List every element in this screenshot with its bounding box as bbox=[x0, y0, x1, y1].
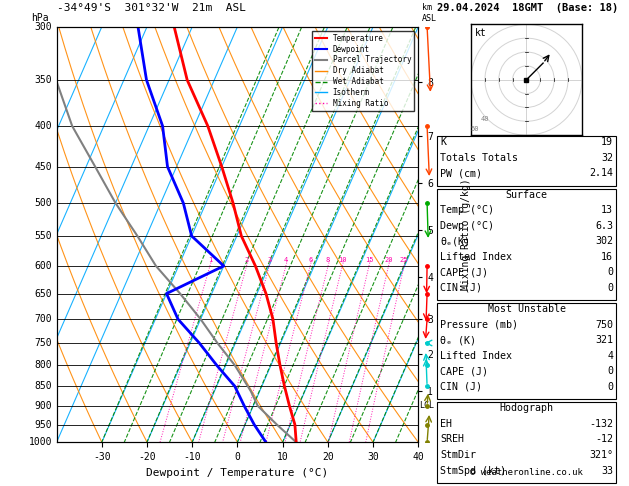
Text: SREH: SREH bbox=[440, 434, 464, 445]
Text: 25: 25 bbox=[400, 258, 408, 263]
Text: 750: 750 bbox=[35, 338, 52, 348]
Text: km
ASL: km ASL bbox=[422, 3, 437, 22]
Text: 4: 4 bbox=[607, 351, 613, 361]
Y-axis label: Mixing Ratio (g/kg): Mixing Ratio (g/kg) bbox=[461, 179, 471, 290]
Text: 1: 1 bbox=[208, 258, 212, 263]
Text: 29.04.2024  18GMT  (Base: 18): 29.04.2024 18GMT (Base: 18) bbox=[437, 2, 618, 13]
Text: Pressure (mb): Pressure (mb) bbox=[440, 320, 518, 330]
Text: θₑ (K): θₑ (K) bbox=[440, 335, 476, 346]
Text: StmDir: StmDir bbox=[440, 450, 476, 460]
Text: EH: EH bbox=[440, 419, 452, 429]
Text: 6: 6 bbox=[308, 258, 313, 263]
Text: 13: 13 bbox=[601, 205, 613, 215]
Text: 400: 400 bbox=[35, 121, 52, 131]
Text: 321°: 321° bbox=[589, 450, 613, 460]
Text: 16: 16 bbox=[601, 252, 613, 262]
Text: Dewp (°C): Dewp (°C) bbox=[440, 221, 494, 231]
Text: 550: 550 bbox=[35, 231, 52, 241]
Text: 321: 321 bbox=[595, 335, 613, 346]
Text: 700: 700 bbox=[35, 314, 52, 324]
Text: LCL: LCL bbox=[419, 401, 434, 410]
Text: -132: -132 bbox=[589, 419, 613, 429]
Text: 4: 4 bbox=[284, 258, 288, 263]
Text: 32: 32 bbox=[601, 153, 613, 163]
Text: 600: 600 bbox=[35, 261, 52, 271]
Text: 3: 3 bbox=[267, 258, 271, 263]
Text: 850: 850 bbox=[35, 381, 52, 391]
Text: 302: 302 bbox=[595, 236, 613, 246]
Text: 50: 50 bbox=[470, 126, 479, 132]
Text: 8: 8 bbox=[326, 258, 330, 263]
Text: θₑ(K): θₑ(K) bbox=[440, 236, 470, 246]
Text: 6.3: 6.3 bbox=[595, 221, 613, 231]
Text: CIN (J): CIN (J) bbox=[440, 382, 482, 392]
Text: 0: 0 bbox=[607, 267, 613, 278]
Text: Temp (°C): Temp (°C) bbox=[440, 205, 494, 215]
Text: CAPE (J): CAPE (J) bbox=[440, 267, 488, 278]
Text: 33: 33 bbox=[601, 466, 613, 476]
Text: © weatheronline.co.uk: © weatheronline.co.uk bbox=[470, 468, 583, 477]
Text: 2: 2 bbox=[245, 258, 248, 263]
Legend: Temperature, Dewpoint, Parcel Trajectory, Dry Adiabat, Wet Adiabat, Isotherm, Mi: Temperature, Dewpoint, Parcel Trajectory… bbox=[312, 31, 415, 111]
Text: 950: 950 bbox=[35, 419, 52, 430]
Text: 20: 20 bbox=[384, 258, 392, 263]
Text: 10: 10 bbox=[338, 258, 347, 263]
Text: 19: 19 bbox=[601, 137, 613, 147]
Text: 900: 900 bbox=[35, 401, 52, 411]
Text: 0: 0 bbox=[607, 366, 613, 377]
Text: 2.14: 2.14 bbox=[589, 168, 613, 178]
Text: CIN (J): CIN (J) bbox=[440, 283, 482, 293]
Text: 350: 350 bbox=[35, 75, 52, 85]
Text: Most Unstable: Most Unstable bbox=[487, 304, 566, 314]
Text: 0: 0 bbox=[607, 382, 613, 392]
Text: 15: 15 bbox=[365, 258, 373, 263]
Text: StmSpd (kt): StmSpd (kt) bbox=[440, 466, 506, 476]
Text: Surface: Surface bbox=[506, 190, 548, 200]
Text: 650: 650 bbox=[35, 289, 52, 298]
Text: 800: 800 bbox=[35, 360, 52, 370]
Text: -12: -12 bbox=[595, 434, 613, 445]
Text: -34°49'S  301°32'W  21m  ASL: -34°49'S 301°32'W 21m ASL bbox=[57, 2, 245, 13]
Text: 750: 750 bbox=[595, 320, 613, 330]
Text: 0: 0 bbox=[607, 283, 613, 293]
Text: Totals Totals: Totals Totals bbox=[440, 153, 518, 163]
Text: K: K bbox=[440, 137, 447, 147]
Text: Lifted Index: Lifted Index bbox=[440, 252, 512, 262]
Text: 300: 300 bbox=[35, 22, 52, 32]
Text: CAPE (J): CAPE (J) bbox=[440, 366, 488, 377]
Text: 450: 450 bbox=[35, 162, 52, 172]
Text: 1000: 1000 bbox=[29, 437, 52, 447]
Text: hPa: hPa bbox=[31, 13, 49, 22]
Text: Hodograph: Hodograph bbox=[500, 403, 554, 414]
Text: Lifted Index: Lifted Index bbox=[440, 351, 512, 361]
Text: 40: 40 bbox=[481, 116, 489, 122]
Text: kt: kt bbox=[474, 28, 486, 37]
X-axis label: Dewpoint / Temperature (°C): Dewpoint / Temperature (°C) bbox=[147, 468, 328, 478]
Text: 500: 500 bbox=[35, 198, 52, 208]
Text: PW (cm): PW (cm) bbox=[440, 168, 482, 178]
